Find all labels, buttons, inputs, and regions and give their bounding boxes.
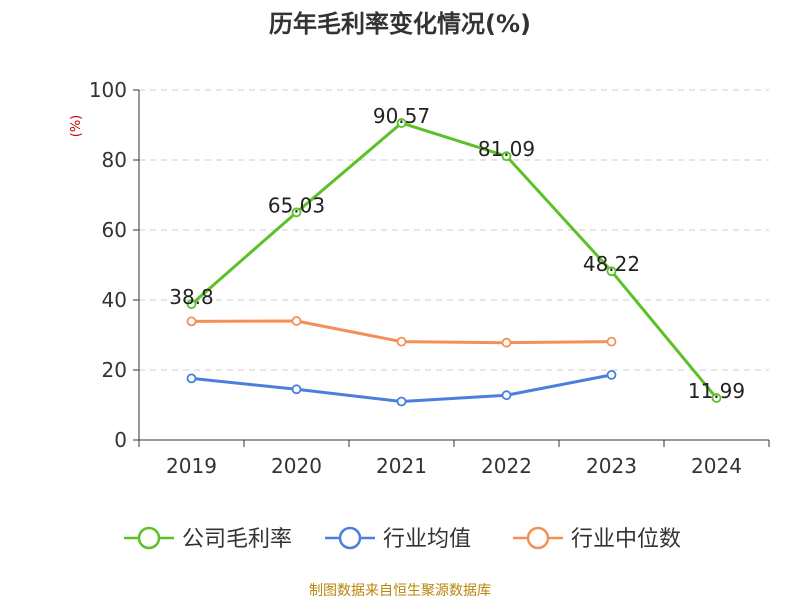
data-point[interactable] xyxy=(186,316,197,327)
legend-label: 行业中位数 xyxy=(571,527,681,552)
data-point[interactable] xyxy=(606,336,617,347)
legend-label: 行业均值 xyxy=(383,527,471,552)
x-tick-label: 2024 xyxy=(691,454,742,478)
legend-label: 公司毛利率 xyxy=(182,527,292,552)
legend-swatch-marker xyxy=(526,526,550,550)
x-tick-label: 2019 xyxy=(166,454,217,478)
grid xyxy=(139,89,769,371)
legend-swatch-marker xyxy=(137,526,161,550)
source-credit: 制图数据来自恒生聚源数据库 xyxy=(309,583,491,599)
chart-title: 历年毛利率变化情况(%) xyxy=(269,10,531,38)
data-point[interactable] xyxy=(606,369,617,380)
data-label: 81.09 xyxy=(478,137,535,161)
series xyxy=(186,118,722,407)
data-point[interactable] xyxy=(606,266,617,277)
data-point[interactable] xyxy=(501,337,512,348)
y-tick-label: 100 xyxy=(89,78,127,102)
series-line xyxy=(190,121,718,399)
y-tick-label: 0 xyxy=(114,428,127,452)
legend-item[interactable]: 公司毛利率 xyxy=(124,526,292,552)
y-tick-label: 20 xyxy=(102,358,127,382)
data-label: 65.03 xyxy=(268,193,325,217)
data-label: 90.57 xyxy=(373,104,430,128)
data-point[interactable] xyxy=(396,396,407,407)
legend-item[interactable]: 行业均值 xyxy=(325,526,471,552)
legend[interactable]: 公司毛利率 行业均值 行业中位数 xyxy=(124,526,681,552)
y-tick-label: 80 xyxy=(102,148,127,172)
data-point[interactable] xyxy=(291,207,302,218)
data-labels: 38.8 65.03 90.57 81.09 48.22 11.99 xyxy=(169,104,745,403)
data-point[interactable] xyxy=(291,316,302,326)
legend-item[interactable]: 行业中位数 xyxy=(513,526,681,552)
x-tick-label: 2021 xyxy=(376,454,427,478)
data-point[interactable] xyxy=(501,390,512,401)
data-point[interactable] xyxy=(291,384,302,395)
x-tick-label: 2023 xyxy=(586,454,637,478)
y-tick-label: 60 xyxy=(102,218,127,242)
y-axis-label: (%) xyxy=(69,115,84,138)
data-point[interactable] xyxy=(186,299,197,310)
data-point[interactable] xyxy=(396,118,407,128)
data-label: 38.8 xyxy=(169,285,214,309)
data-point[interactable] xyxy=(501,151,512,162)
data-point[interactable] xyxy=(711,393,722,403)
y-tick-label: 40 xyxy=(102,288,127,312)
data-point[interactable] xyxy=(186,373,197,384)
legend-swatch-marker xyxy=(338,526,362,550)
axes: 0 20 40 60 80 100 2019 2020 2021 2022 2023 2024 xyxy=(89,78,770,478)
x-tick-label: 2020 xyxy=(271,454,322,478)
data-label: 48.22 xyxy=(583,252,640,276)
data-point[interactable] xyxy=(396,336,407,347)
x-tick-label: 2022 xyxy=(481,454,532,478)
data-label: 11.99 xyxy=(688,379,745,403)
